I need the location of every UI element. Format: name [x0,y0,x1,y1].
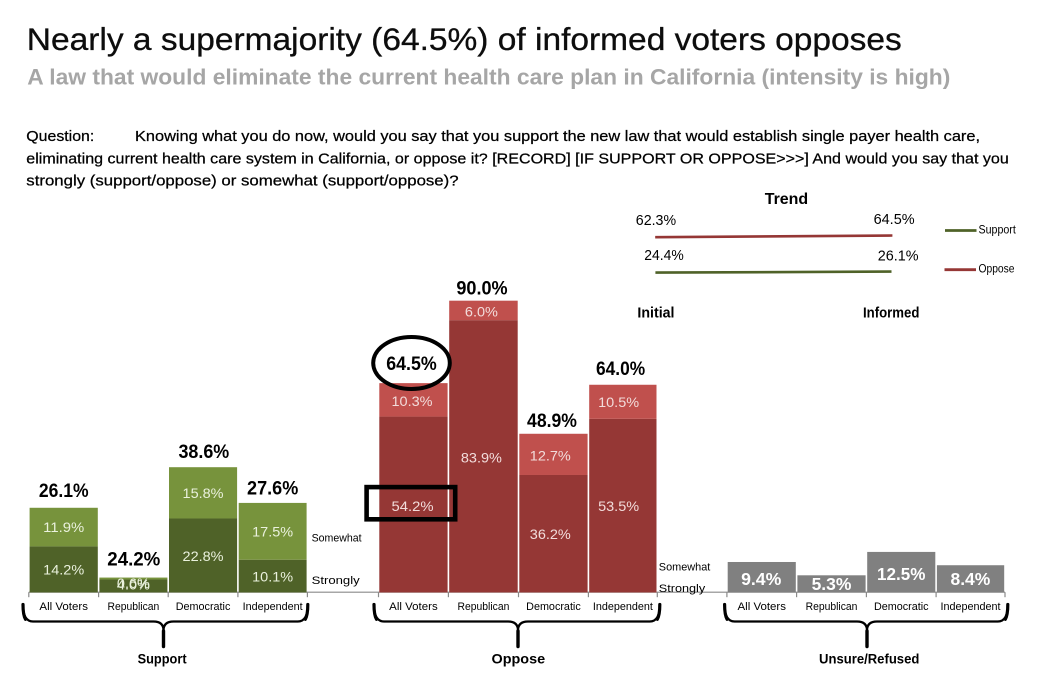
svg-text:14.2%: 14.2% [43,562,84,578]
svg-text:All Voters: All Voters [738,601,787,613]
svg-text:Independent: Independent [593,601,654,613]
svg-text:62.3%: 62.3% [636,213,676,229]
svg-text:10.1%: 10.1% [252,568,293,584]
svg-text:22.8%: 22.8% [183,548,224,564]
svg-text:Democratic: Democratic [526,601,581,613]
svg-text:Somewhat: Somewhat [312,532,363,544]
svg-text:Republican: Republican [806,601,858,613]
svg-text:A law that would eliminate the: A law that would eliminate the current h… [27,65,950,90]
svg-text:83.9%: 83.9% [461,450,502,466]
svg-text:54.2%: 54.2% [392,498,434,514]
svg-text:5.3%: 5.3% [812,574,852,594]
svg-text:Independent: Independent [243,601,304,613]
svg-text:27.6%: 27.6% [247,479,298,500]
svg-text:Somewhat: Somewhat [659,561,711,573]
svg-text:10.3%: 10.3% [392,393,433,409]
svg-text:Oppose: Oppose [979,264,1015,276]
svg-text:Democratic: Democratic [176,601,231,613]
svg-text:12.7%: 12.7% [530,447,571,463]
svg-text:Republican: Republican [108,601,160,613]
svg-text:24.4%: 24.4% [644,248,684,264]
svg-text:Knowing what you do now, would: Knowing what you do now, would you say t… [135,128,980,145]
svg-text:Strongly: Strongly [659,583,706,595]
svg-text:12.5%: 12.5% [877,564,926,584]
svg-text:26.1%: 26.1% [878,248,919,264]
svg-text:All Voters: All Voters [39,601,88,613]
svg-text:38.6%: 38.6% [178,442,229,463]
svg-text:64.5%: 64.5% [386,354,437,375]
svg-text:Question:: Question: [26,128,94,145]
svg-text:90.0%: 90.0% [456,279,507,300]
svg-text:Republican: Republican [458,601,510,613]
svg-text:strongly (support/oppose) or s: strongly (support/oppose) or somewhat (s… [26,173,458,190]
svg-text:64.0%: 64.0% [596,359,645,380]
svg-text:36.2%: 36.2% [530,526,571,542]
svg-text:Informed: Informed [863,306,919,322]
svg-text:Oppose: Oppose [492,652,546,667]
svg-text:9.4%: 9.4% [741,569,781,589]
svg-text:15.8%: 15.8% [183,485,224,501]
svg-text:10.5%: 10.5% [598,394,639,410]
svg-text:Strongly: Strongly [312,575,360,587]
svg-text:17.5%: 17.5% [252,523,293,539]
svg-text:24.2%: 24.2% [107,549,160,570]
svg-text:All Voters: All Voters [389,601,438,613]
svg-text:Initial: Initial [637,306,674,322]
svg-text:Nearly a supermajority (64.5%): Nearly a supermajority (64.5%) of inform… [27,21,902,57]
svg-text:8.4%: 8.4% [951,569,991,589]
svg-text:4.0%: 4.0% [117,577,150,593]
svg-text:6.0%: 6.0% [465,303,498,319]
svg-text:Support: Support [979,225,1017,237]
svg-text:Trend: Trend [765,191,809,208]
svg-text:Independent: Independent [941,601,1002,613]
svg-text:48.9%: 48.9% [527,411,577,432]
svg-text:Democratic: Democratic [874,601,929,613]
svg-text:0.6%: 0.6% [117,575,150,591]
svg-text:53.5%: 53.5% [598,498,639,514]
svg-text:Unsure/Refused: Unsure/Refused [819,652,919,667]
svg-text:64.5%: 64.5% [874,212,915,228]
svg-text:26.1%: 26.1% [39,481,89,502]
svg-text:Support: Support [138,652,187,667]
svg-text:11.9%: 11.9% [43,519,84,535]
svg-text:eliminating current health car: eliminating current health care system i… [26,150,1009,167]
